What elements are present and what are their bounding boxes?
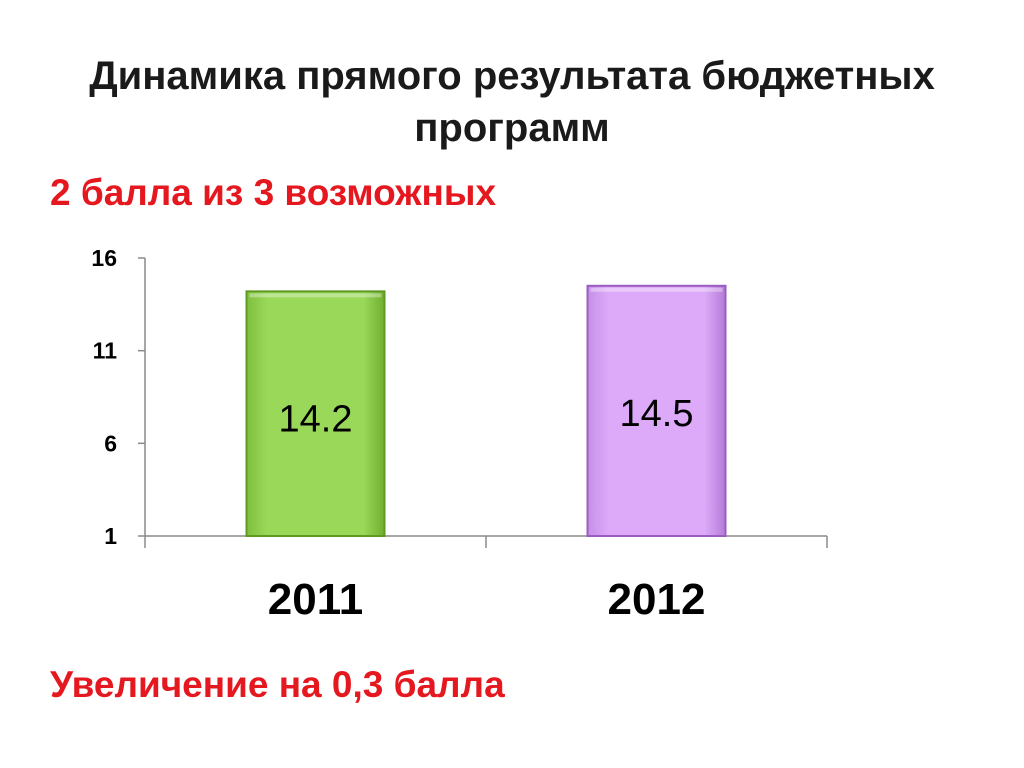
x-category-label: 2011: [268, 575, 363, 624]
slide-subtitle: 2 балла из 3 возможных: [50, 172, 497, 213]
data-label-2011: 14.2: [279, 398, 353, 440]
bar-2011: [245, 290, 386, 537]
y-tick-label: 1: [104, 523, 117, 549]
data-label-2012: 14.5: [620, 393, 694, 435]
bar-highlight: [590, 287, 723, 292]
y-tick-label: 6: [104, 430, 117, 456]
slide-footnote: Увеличение на 0,3 балла: [50, 664, 505, 705]
y-tick-label: 11: [93, 338, 118, 364]
y-tick-label: 16: [91, 245, 117, 271]
x-category-label: 2012: [608, 575, 706, 624]
slide-title: Динамика прямого результата бюджетных пр…: [89, 54, 935, 150]
bar-2012: [586, 284, 727, 537]
bar-highlight: [249, 293, 382, 298]
